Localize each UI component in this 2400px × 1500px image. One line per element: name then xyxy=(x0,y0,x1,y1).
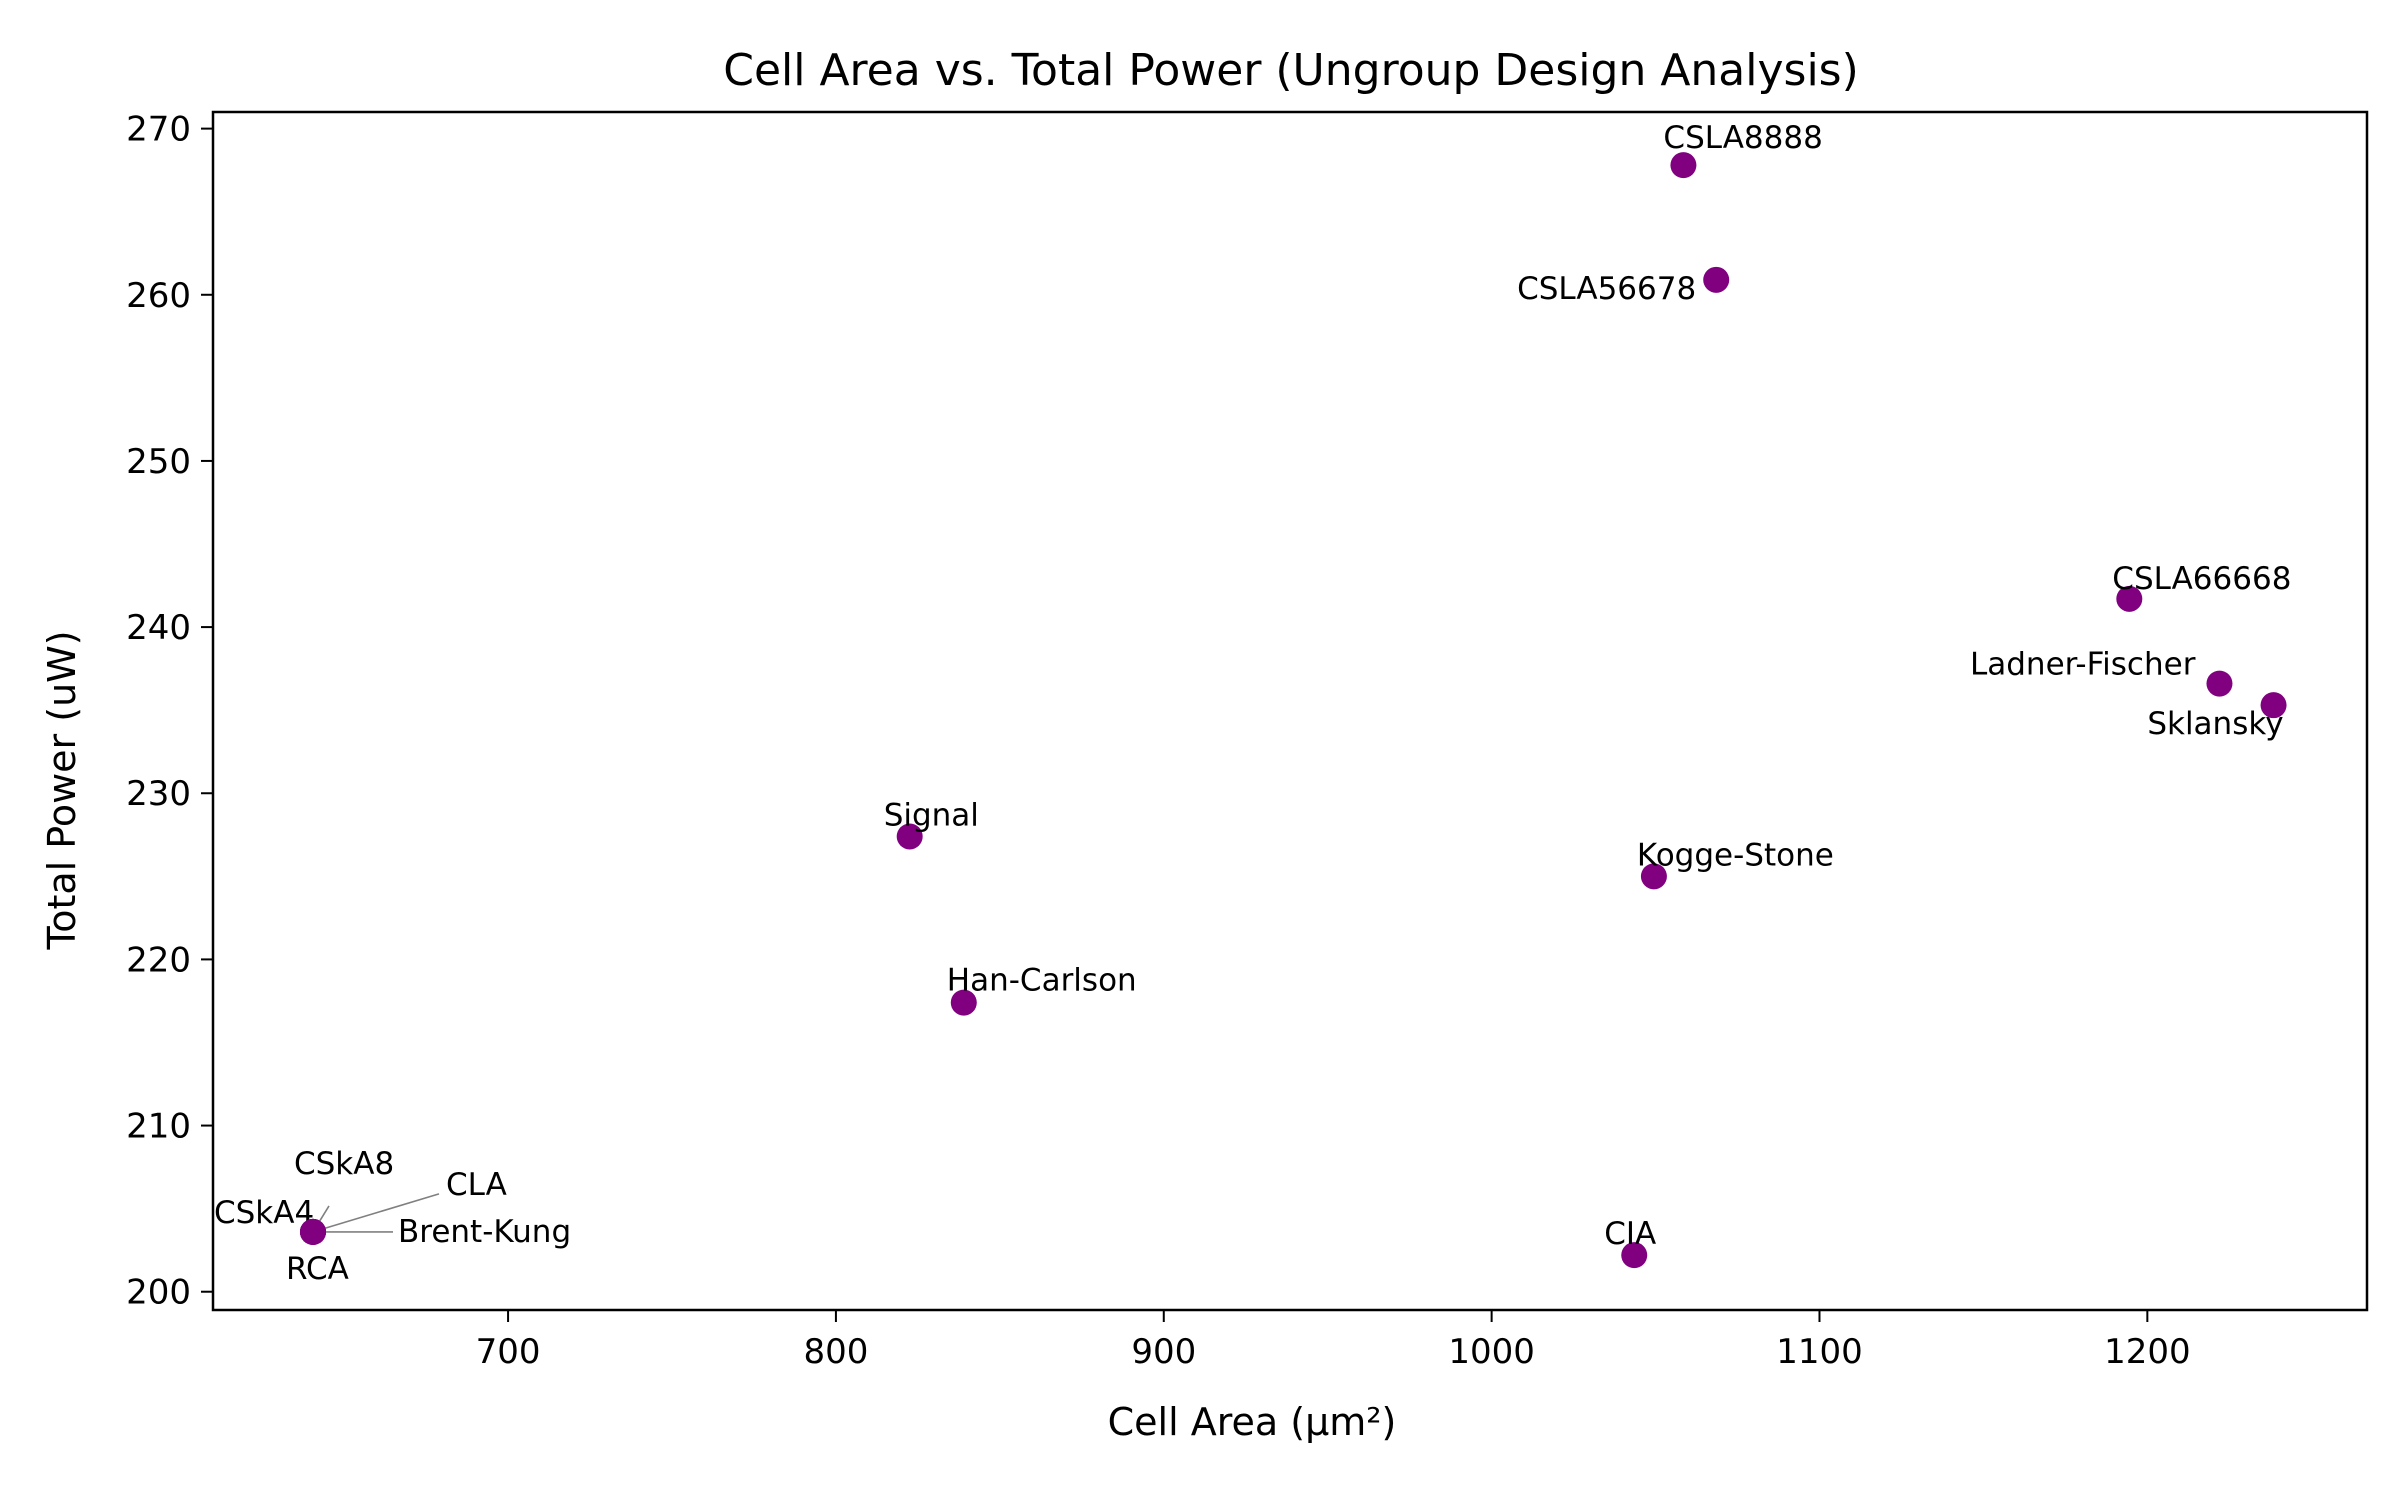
point-label: CSLA8888 xyxy=(1663,120,1822,156)
y-tick-label: 250 xyxy=(126,442,191,482)
data-point xyxy=(2206,670,2233,697)
plot-frame xyxy=(211,110,2369,1312)
point-label: CSLA56678 xyxy=(1517,271,1696,307)
y-tick-label: 220 xyxy=(126,940,191,980)
x-tick-label: 900 xyxy=(1131,1332,1196,1372)
y-axis-label: Total Power (uW) xyxy=(40,630,84,950)
chart-title: Cell Area vs. Total Power (Ungroup Desig… xyxy=(723,45,1859,96)
point-label: Signal xyxy=(884,797,979,833)
point-label: CSLA66668 xyxy=(2112,561,2291,597)
x-tick-label: 1200 xyxy=(2104,1332,2191,1372)
point-label: CLA xyxy=(446,1167,507,1203)
point-label: Brent-Kung xyxy=(398,1214,571,1250)
point-label: CSkA8 xyxy=(294,1146,394,1182)
y-tick-label: 200 xyxy=(126,1273,191,1313)
x-tick-label: 1000 xyxy=(1448,1332,1535,1372)
x-tick-label: 1100 xyxy=(1776,1332,1863,1372)
data-point xyxy=(1640,863,1667,890)
point-label: Kogge-Stone xyxy=(1637,837,1834,873)
point-label: Han-Carlson xyxy=(947,963,1137,999)
point-label: CIA xyxy=(1604,1216,1656,1252)
data-point xyxy=(950,989,977,1016)
leader-line xyxy=(312,1193,440,1233)
y-tick-label: 270 xyxy=(126,110,191,150)
y-tick-label: 210 xyxy=(126,1107,191,1147)
data-point xyxy=(1621,1242,1648,1269)
point-label: Sklansky xyxy=(2147,706,2283,742)
data-point xyxy=(2116,585,2143,612)
data-point xyxy=(896,823,923,850)
data-point xyxy=(2260,692,2287,719)
point-label: Ladner-Fischer xyxy=(1970,647,2196,683)
point-label: RCA xyxy=(286,1251,349,1287)
point-label: CSkA4 xyxy=(214,1195,314,1231)
data-point xyxy=(299,1218,326,1245)
x-axis-label: Cell Area (μm²) xyxy=(1108,1400,1397,1444)
data-point xyxy=(1703,266,1730,293)
x-tick-label: 800 xyxy=(803,1332,868,1372)
y-tick-label: 230 xyxy=(126,774,191,814)
data-point xyxy=(1670,152,1697,179)
y-tick-label: 260 xyxy=(126,276,191,316)
x-tick-label: 700 xyxy=(476,1332,541,1372)
y-tick-label: 240 xyxy=(126,608,191,648)
